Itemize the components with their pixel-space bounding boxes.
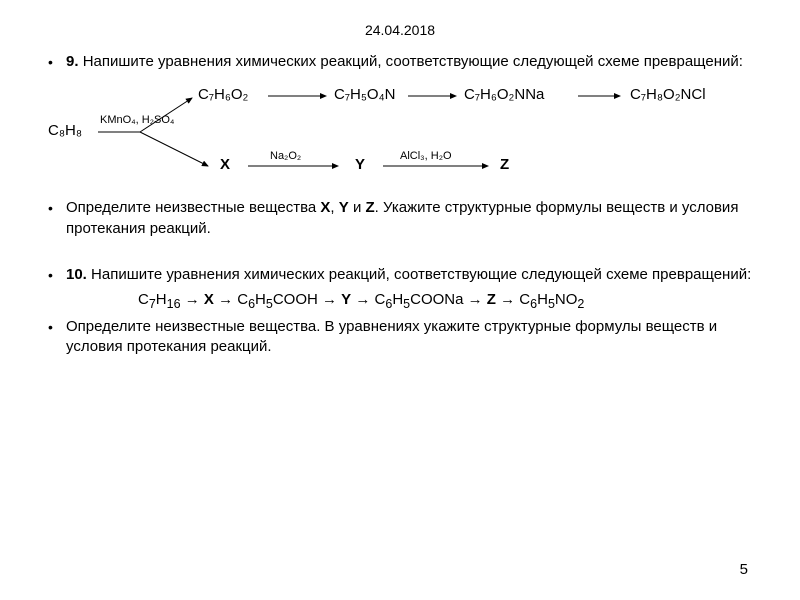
p9-top-1: C₇H₅O₄N	[334, 86, 396, 103]
p9-top-3: C₇H₈O₂NCl	[630, 86, 706, 103]
p10-number: 10.	[66, 266, 87, 283]
p9-top-0: C₇H₆O₂	[198, 86, 248, 103]
bullet-dot-icon: •	[48, 52, 66, 72]
page-number: 5	[740, 561, 748, 578]
p9-task-c1: ,	[330, 199, 334, 216]
doc-date: 24.04.2018	[48, 22, 752, 38]
p10-task: Определите неизвестные вещества. В уравн…	[66, 317, 752, 358]
p9-start: C₈H₈	[48, 122, 82, 139]
p10-intro-row: • 10. Напишите уравнения химических реак…	[48, 265, 752, 285]
p10-task-row: • Определите неизвестные вещества. В ура…	[48, 317, 752, 358]
p9-diagram: C₈H₈ KMnO₄, H₂SO₄ C₇H₆O₂ C₇H₅O₄N C₇H₆O₂N…	[48, 78, 748, 188]
p9-number: 9.	[66, 53, 79, 70]
p9-task-x: X	[320, 199, 330, 216]
p9-task-y: Y	[339, 199, 349, 216]
bullet-dot-icon: •	[48, 317, 66, 337]
p9-task-and: и	[353, 199, 366, 216]
p9-top-2: C₇H₆O₂NNa	[464, 86, 544, 103]
p9-X: X	[220, 156, 230, 173]
bullet-dot-icon: •	[48, 265, 66, 285]
p9-task-row: • Определите неизвестные вещества X, Y и…	[48, 198, 752, 239]
p10-chain: C7H16 → X → C6H5COOH → Y → C6H5COONa → Z…	[138, 291, 752, 311]
p10-intro: 10. Напишите уравнения химических реакци…	[66, 265, 751, 285]
p9-task-z: Z	[366, 199, 375, 216]
p9-intro: 9. Напишите уравнения химических реакций…	[66, 52, 743, 72]
p9-task: Определите неизвестные вещества X, Y и Z…	[66, 198, 752, 239]
p9-label-yz: AlCl₃, H₂O	[400, 150, 452, 162]
p9-Z: Z	[500, 156, 509, 173]
p9-Y: Y	[355, 156, 365, 173]
p9-task-lead: Определите неизвестные вещества	[66, 199, 316, 216]
p10-intro-text: Напишите уравнения химических реакций, с…	[91, 266, 751, 283]
p9-intro-text: Напишите уравнения химических реакций, с…	[83, 53, 743, 70]
p9-intro-row: • 9. Напишите уравнения химических реакц…	[48, 52, 752, 72]
p9-label-xy: Na₂O₂	[270, 150, 301, 162]
p9-reagent-fork: KMnO₄, H₂SO₄	[100, 114, 174, 126]
bullet-dot-icon: •	[48, 198, 66, 218]
